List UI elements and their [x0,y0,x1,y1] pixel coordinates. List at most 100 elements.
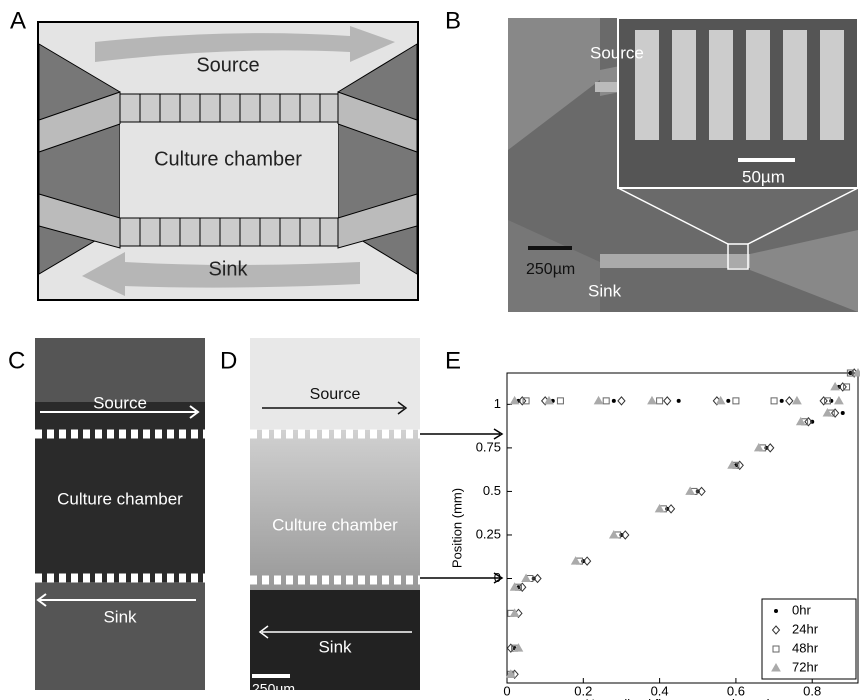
label: 250µm [252,681,295,697]
label: Sink [318,637,352,656]
point [518,582,527,592]
point [654,503,665,513]
point [518,396,527,406]
fluorescence-image [35,338,205,690]
label: Culture chamber [154,148,302,170]
y-axis-label: Position (mm) [449,488,464,568]
point [779,398,784,403]
label: Culture chamber [57,489,183,508]
point [715,395,726,405]
point [853,367,860,377]
point [513,643,524,652]
label: Culture chamber [272,515,398,534]
label: 50µm [742,167,785,186]
point [770,397,778,405]
label: Sink [588,281,622,300]
x-tick-label: 0 [503,683,510,698]
point [829,398,834,403]
plot-frame [506,372,859,684]
point [505,669,516,678]
legend-box [761,598,857,680]
legend-label: 48hr [792,640,819,655]
point [676,398,681,403]
point [727,460,737,469]
point [840,411,845,416]
point [656,397,664,405]
point [822,408,833,417]
label: Sink [103,607,137,626]
point [785,396,794,406]
point [666,504,676,514]
point [509,582,520,591]
point [582,556,592,566]
point [544,395,554,405]
point [509,608,520,617]
x-axis-label: Normalized fluorescence intensity [585,696,780,700]
point [617,396,626,406]
y-tick-label: 0.75 [476,439,501,454]
point [843,383,851,391]
label: Source [196,54,259,76]
point [506,643,515,653]
y-tick-label: 1 [494,396,501,411]
label: Source [590,43,644,62]
point [533,573,542,584]
point [697,486,706,497]
point [830,381,840,391]
x-tick-label: 0.8 [803,683,821,698]
panel-label: C [8,347,25,374]
panel-label: E [445,347,461,374]
label: Sink [209,258,249,280]
point [753,442,764,452]
point [509,395,520,405]
y-tick-label: 0.25 [476,526,501,541]
label: 250µm [526,261,575,278]
y-tick-label: 0 [494,570,501,585]
point [647,395,657,405]
point [838,382,847,392]
point [732,397,740,405]
legend-marker [771,625,781,635]
point [726,398,731,403]
point [795,416,806,426]
legend-marker [774,609,778,613]
point [663,396,672,406]
point [735,460,744,471]
label: Source [310,386,361,403]
point [819,396,828,406]
point [522,397,530,405]
point [621,530,630,540]
point [608,529,619,539]
point [834,395,844,405]
legend-label: 0hr [792,602,811,617]
scatter-plot: 0 0.2 0.4 0.6 0.8 0 0.25 0.5 0.75 1 Normalized flu… [449,367,860,700]
point [593,395,604,405]
x-tick-label: 0.2 [574,683,592,698]
point [570,556,581,565]
point [846,369,854,377]
panel-label: A [10,7,26,34]
fluorescence-image [250,338,504,690]
x-tick-label: 0.6 [727,683,745,698]
point [804,417,813,427]
panel-label: B [445,7,461,34]
point [830,408,840,418]
point [602,397,610,405]
point [792,395,802,405]
legend-marker [771,662,781,672]
point [766,443,775,453]
legend-marker [772,645,780,653]
panel-label: D [220,347,237,374]
legend-label: 24hr [792,621,819,636]
point [823,397,831,405]
sem-image [508,17,859,312]
schematic [37,21,419,301]
point [611,398,616,403]
label: Source [93,393,147,412]
legend-label: 72hr [792,659,819,674]
x-tick-label: 0.4 [651,683,669,698]
point [521,573,531,583]
point [556,397,564,405]
y-tick-label: 0.5 [483,483,501,498]
